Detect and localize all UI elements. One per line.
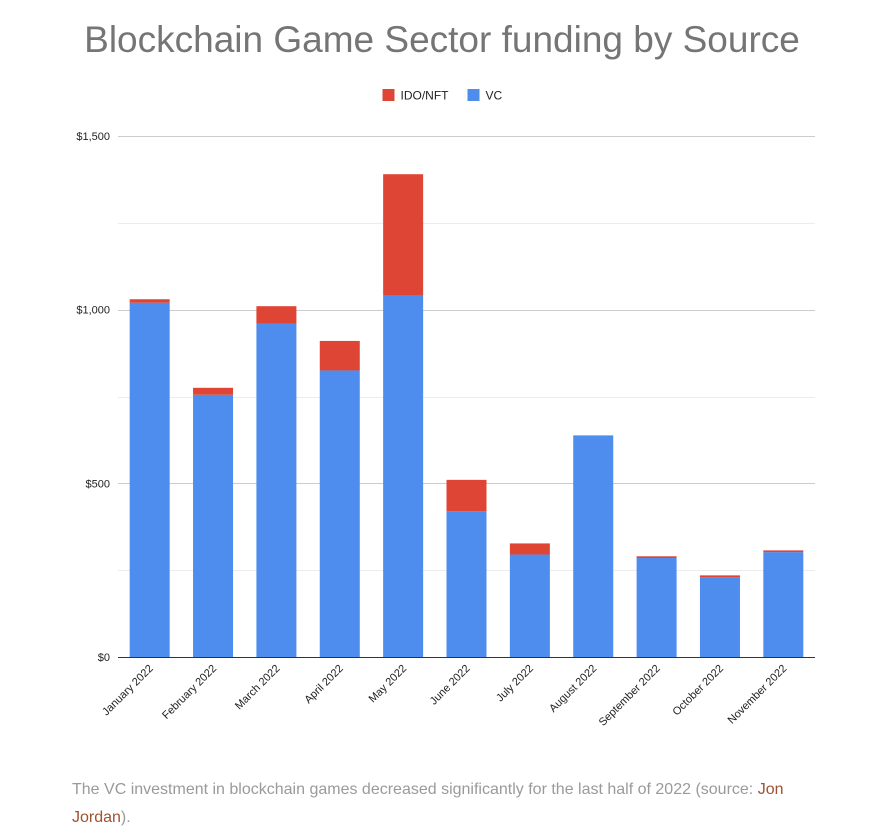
- legend-swatch-vc: [467, 89, 480, 101]
- x-tick-label: March 2022: [233, 663, 283, 713]
- legend-label-vc: VC: [486, 89, 503, 103]
- bar-ido-nft-february-2022: [193, 387, 234, 395]
- x-tick-label: September 2022: [597, 663, 663, 729]
- x-tick-label: October 2022: [670, 663, 726, 719]
- bar-vc-february-2022: [193, 394, 234, 657]
- y-tick-label: $500: [86, 478, 110, 490]
- bar-vc-june-2022: [446, 511, 487, 657]
- y-tick-label: $1,000: [76, 305, 110, 317]
- caption-suffix: ).: [120, 809, 131, 826]
- bar-vc-july-2022: [509, 554, 550, 657]
- legend-swatch-ido-nft: [382, 89, 395, 101]
- figure-caption: The VC investment in blockchain games de…: [72, 776, 832, 832]
- y-tick-label: $0: [98, 652, 110, 664]
- x-axis-ticks: January 2022 February 2022 March 2022 April…: [100, 663, 789, 729]
- chart-title: Blockchain Game Sector funding by Source: [84, 19, 800, 60]
- gridlines: [118, 136, 815, 571]
- bars: [129, 174, 804, 657]
- caption-source-link[interactable]: Jon Jordan: [72, 781, 784, 826]
- chart: Blockchain Game Sector funding by Source…: [76, 19, 815, 729]
- legend-label-ido-nft: IDO/NFT: [401, 89, 450, 103]
- bar-vc-january-2022: [129, 302, 170, 657]
- bar-vc-october-2022: [699, 577, 740, 657]
- bar-ido-nft-june-2022: [446, 479, 487, 512]
- y-tick-label: $1,500: [76, 131, 110, 143]
- bar-ido-nft-october-2022: [699, 575, 740, 578]
- x-tick-label: November 2022: [726, 663, 790, 727]
- bar-vc-april-2022: [319, 370, 360, 657]
- bar-ido-nft-november-2022: [763, 550, 804, 553]
- bar-vc-september-2022: [636, 558, 677, 657]
- bar-ido-nft-april-2022: [319, 340, 360, 371]
- bar-ido-nft-july-2022: [509, 543, 550, 555]
- bar-ido-nft-march-2022: [256, 306, 297, 324]
- bar-ido-nft-september-2022: [636, 556, 677, 559]
- bar-vc-november-2022: [763, 552, 804, 657]
- x-tick-label: May 2022: [367, 663, 410, 706]
- x-tick-label: July 2022: [494, 663, 536, 705]
- bar-ido-nft-may-2022: [383, 174, 424, 296]
- bar-vc-march-2022: [256, 323, 297, 657]
- y-axis-ticks: $0 $500 $1,000 $1,500: [76, 131, 110, 664]
- x-tick-label: August 2022: [547, 663, 599, 715]
- x-tick-label: April 2022: [302, 663, 346, 707]
- bar-vc-may-2022: [383, 295, 424, 657]
- x-tick-label: February 2022: [160, 663, 219, 722]
- bar-vc-august-2022: [573, 435, 614, 657]
- x-tick-label: June 2022: [428, 663, 473, 708]
- x-tick-label: January 2022: [100, 663, 156, 719]
- bar-ido-nft-january-2022: [129, 299, 170, 303]
- caption-text: The VC investment in blockchain games de…: [72, 781, 758, 798]
- legend: IDO/NFT VC: [382, 89, 503, 103]
